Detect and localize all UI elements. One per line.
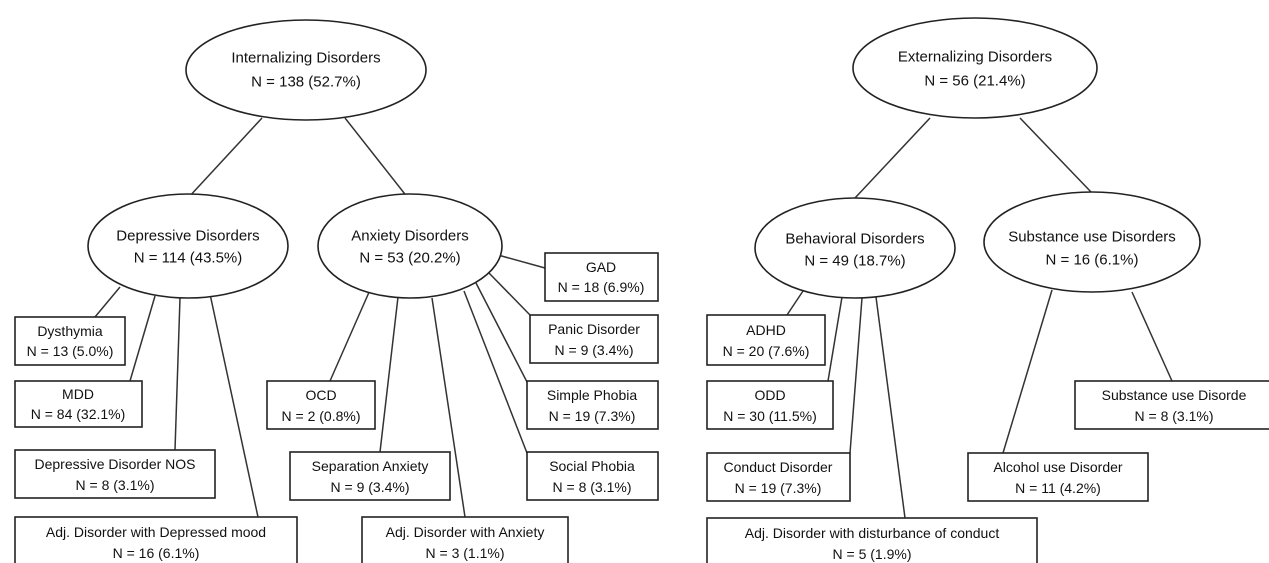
- edge-internalizing-anxiety: [344, 117, 409, 199]
- leaf-dysthymia-count: N = 13 (5.0%): [27, 343, 114, 359]
- leaf-depressive-nos: Depressive Disorder NOS N = 8 (3.1%): [14, 449, 216, 499]
- edge-anxiety-panic: [487, 271, 531, 316]
- edge-internalizing-depressive: [187, 117, 263, 199]
- leaf-odd-title: ODD: [754, 387, 785, 403]
- leaf-adj-depressed-title: Adj. Disorder with Depressed mood: [46, 524, 266, 540]
- leaf-separation-anxiety-count: N = 9 (3.4%): [331, 479, 410, 495]
- leaf-dysthymia-title: Dysthymia: [37, 323, 103, 339]
- edge-externalizing-behavioral: [854, 117, 931, 199]
- leaf-odd-count: N = 30 (11.5%): [723, 408, 817, 424]
- internalizing-root-node: Internalizing Disorders N = 138 (52.7%): [185, 19, 427, 121]
- edge-behavioral-odd: [827, 296, 843, 382]
- leaf-ocd-title: OCD: [305, 387, 336, 403]
- anxiety-node: Anxiety Disorders N = 53 (20.2%): [317, 193, 503, 299]
- leaf-simple-phobia: Simple Phobia N = 19 (7.3%): [526, 380, 659, 430]
- leaf-depressive-nos-title: Depressive Disorder NOS: [34, 456, 195, 472]
- leaf-adj-depressed: Adj. Disorder with Depressed mood N = 16…: [14, 516, 298, 563]
- leaf-simple-phobia-count: N = 19 (7.3%): [549, 408, 636, 424]
- edge-depressive-mdd: [129, 295, 156, 382]
- leaf-adj-anxiety: Adj. Disorder with Anxiety N = 3 (1.1%): [361, 516, 569, 563]
- externalizing-root-count: N = 56 (21.4%): [924, 73, 1025, 90]
- leaf-dysthymia: Dysthymia N = 13 (5.0%): [14, 316, 126, 366]
- leaf-ocd-count: N = 2 (0.8%): [282, 408, 361, 424]
- leaf-adj-conduct-count: N = 5 (1.9%): [833, 546, 912, 562]
- leaf-adj-anxiety-count: N = 3 (1.1%): [426, 545, 505, 561]
- leaf-social-phobia: Social Phobia N = 8 (3.1%): [526, 451, 659, 501]
- leaf-social-phobia-count: N = 8 (3.1%): [553, 479, 632, 495]
- leaf-adhd: ADHD N = 20 (7.6%): [706, 314, 826, 366]
- edge-externalizing-substance: [1019, 117, 1093, 194]
- leaf-panic-title: Panic Disorder: [548, 321, 640, 337]
- leaf-mdd: MDD N = 84 (32.1%): [14, 380, 143, 428]
- leaf-gad: GAD N = 18 (6.9%): [544, 252, 659, 302]
- edge-anxiety-separation: [379, 296, 399, 453]
- edge-substance-use: [1131, 291, 1173, 382]
- leaf-separation-anxiety: Separation Anxiety N = 9 (3.4%): [289, 451, 451, 501]
- leaf-substance-use: Substance use Disorde N = 8 (3.1%): [1074, 380, 1269, 430]
- leaf-mdd-count: N = 84 (32.1%): [31, 406, 126, 422]
- substance-title: Substance use Disorders: [1008, 229, 1176, 246]
- leaf-adj-conduct-title: Adj. Disorder with disturbance of conduc…: [745, 525, 1000, 541]
- leaf-conduct-count: N = 19 (7.3%): [735, 480, 822, 496]
- leaf-social-phobia-title: Social Phobia: [549, 458, 635, 474]
- edge-substance-alcohol: [1002, 289, 1053, 454]
- leaf-adj-conduct: Adj. Disorder with disturbance of conduc…: [706, 517, 1038, 563]
- edge-behavioral-conduct: [849, 297, 863, 454]
- leaf-gad-count: N = 18 (6.9%): [558, 279, 645, 295]
- edge-anxiety-social-phobia: [463, 290, 528, 454]
- leaf-adhd-title: ADHD: [746, 322, 786, 338]
- edge-anxiety-simple-phobia: [475, 282, 528, 383]
- leaf-conduct-title: Conduct Disorder: [724, 459, 833, 475]
- leaf-depressive-nos-count: N = 8 (3.1%): [76, 477, 155, 493]
- depressive-count: N = 114 (43.5%): [134, 250, 243, 267]
- edge-behavioral-adhd: [786, 287, 806, 316]
- edge-depressive-adj: [209, 293, 259, 518]
- leaf-simple-phobia-title: Simple Phobia: [547, 387, 637, 403]
- edge-depressive-dysthymia: [94, 286, 121, 318]
- edge-anxiety-adj: [431, 297, 466, 518]
- leaf-odd: ODD N = 30 (11.5%): [706, 380, 834, 430]
- substance-node: Substance use Disorders N = 16 (6.1%): [983, 191, 1201, 293]
- leaf-ocd: OCD N = 2 (0.8%): [266, 380, 376, 430]
- leaf-adhd-count: N = 20 (7.6%): [723, 343, 810, 359]
- edges: [94, 117, 1173, 519]
- internalizing-root-title: Internalizing Disorders: [231, 50, 380, 67]
- leaf-panic-count: N = 9 (3.4%): [555, 342, 634, 358]
- leaf-alcohol-use-count: N = 11 (4.2%): [1015, 480, 1101, 496]
- leaf-adj-depressed-count: N = 16 (6.1%): [113, 545, 200, 561]
- leaf-separation-anxiety-title: Separation Anxiety: [312, 458, 429, 474]
- leaf-mdd-title: MDD: [62, 386, 94, 402]
- internalizing-root-count: N = 138 (52.7%): [251, 74, 361, 91]
- substance-count: N = 16 (6.1%): [1046, 252, 1139, 269]
- leaf-adj-anxiety-title: Adj. Disorder with Anxiety: [386, 524, 545, 540]
- depressive-title: Depressive Disorders: [116, 228, 259, 245]
- leaf-alcohol-use-title: Alcohol use Disorder: [993, 459, 1123, 475]
- behavioral-count: N = 49 (18.7%): [804, 253, 905, 270]
- leaf-panic: Panic Disorder N = 9 (3.4%): [529, 314, 659, 364]
- anxiety-count: N = 53 (20.2%): [359, 250, 460, 267]
- edge-behavioral-adj: [875, 296, 906, 519]
- behavioral-node: Behavioral Disorders N = 49 (18.7%): [754, 197, 956, 299]
- anxiety-title: Anxiety Disorders: [351, 228, 469, 245]
- edge-anxiety-gad: [497, 254, 546, 269]
- leaf-gad-title: GAD: [586, 259, 616, 275]
- edge-depressive-nos: [174, 297, 181, 451]
- leaf-conduct: Conduct Disorder N = 19 (7.3%): [706, 452, 851, 502]
- externalizing-root-node: Externalizing Disorders N = 56 (21.4%): [852, 17, 1098, 119]
- edge-anxiety-ocd: [329, 289, 371, 382]
- behavioral-title: Behavioral Disorders: [785, 231, 924, 248]
- leaf-substance-use-title: Substance use Disorde: [1102, 387, 1247, 403]
- depressive-node: Depressive Disorders N = 114 (43.5%): [87, 193, 289, 299]
- externalizing-root-title: Externalizing Disorders: [898, 49, 1052, 66]
- leaf-alcohol-use: Alcohol use Disorder N = 11 (4.2%): [967, 452, 1149, 502]
- leaf-substance-use-count: N = 8 (3.1%): [1135, 408, 1214, 424]
